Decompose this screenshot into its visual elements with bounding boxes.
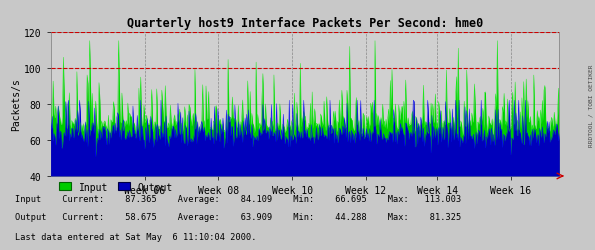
- Y-axis label: Packets/s: Packets/s: [11, 78, 21, 131]
- Text: Last data entered at Sat May  6 11:10:04 2000.: Last data entered at Sat May 6 11:10:04 …: [15, 232, 256, 241]
- Text: Input    Current:    87.365    Average:    84.109    Min:    66.695    Max:   11: Input Current: 87.365 Average: 84.109 Mi…: [15, 194, 461, 203]
- Title: Quarterly host9 Interface Packets Per Second: hme0: Quarterly host9 Interface Packets Per Se…: [127, 17, 483, 30]
- Legend: Input, Output: Input, Output: [55, 178, 177, 196]
- Text: Output   Current:    58.675    Average:    63.909    Min:    44.288    Max:    8: Output Current: 58.675 Average: 63.909 M…: [15, 212, 461, 221]
- Text: RRDTOOL / TOBI OETIKER: RRDTOOL / TOBI OETIKER: [588, 64, 593, 146]
